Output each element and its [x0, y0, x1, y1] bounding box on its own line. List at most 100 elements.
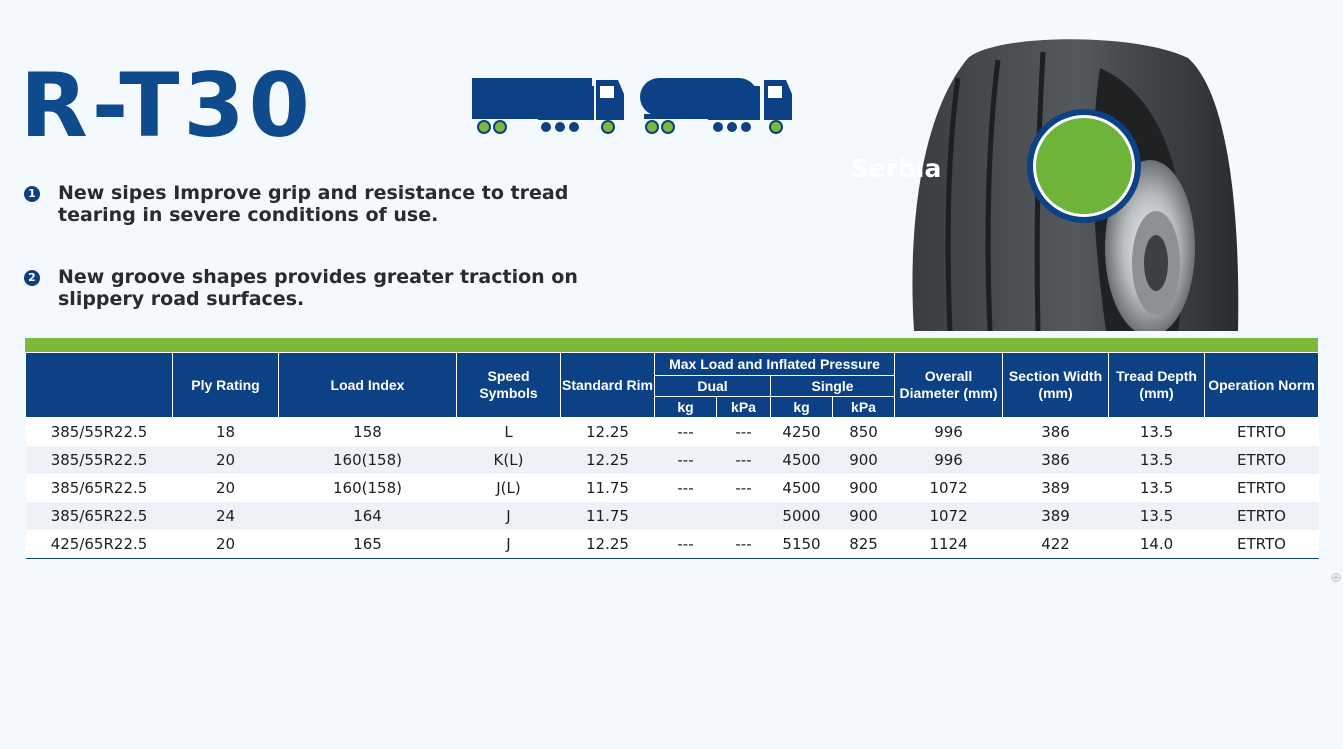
cell-single-kg: 4500: [770, 474, 833, 502]
cell-ply: 20: [172, 530, 279, 559]
cell-ply: 18: [172, 417, 279, 446]
cell-rim: 12.25: [560, 417, 655, 446]
cell-load-index: 158: [278, 417, 457, 446]
cell-norm: ETRTO: [1204, 530, 1319, 559]
col-load-index: Load Index: [278, 352, 457, 418]
col-size: [25, 352, 173, 418]
cell-speed: J: [456, 530, 561, 559]
col-tread-depth: Tread Depth (mm): [1108, 352, 1206, 418]
accent-bar: [25, 338, 1318, 352]
cell-dual-kpa: ---: [716, 474, 771, 502]
cell-norm: ETRTO: [1204, 502, 1319, 530]
cell-single-kpa: 825: [832, 530, 895, 559]
table-row: 425/65R22.5 20 165 J 12.25 --- --- 5150 …: [25, 530, 1319, 559]
cell-size: 385/65R22.5: [25, 474, 173, 502]
cell-dual-kpa: [716, 502, 771, 530]
cell-dual-kg: ---: [654, 474, 717, 502]
cell-load-index: 160(158): [278, 474, 457, 502]
cell-diameter: 1124: [894, 530, 1003, 559]
cell-width: 422: [1002, 530, 1109, 559]
cell-norm: ETRTO: [1204, 446, 1319, 474]
feature-item: 2 New groove shapes provides greater tra…: [22, 266, 602, 310]
table-row: 385/55R22.5 20 160(158) K(L) 12.25 --- -…: [25, 446, 1319, 474]
cell-size: 425/65R22.5: [25, 530, 173, 559]
cell-dual-kpa: ---: [716, 530, 771, 559]
origin-badge: Serbia: [850, 154, 942, 183]
cell-norm: ETRTO: [1204, 417, 1319, 446]
cell-size: 385/55R22.5: [25, 446, 173, 474]
cell-load-index: 165: [278, 530, 457, 559]
cell-dual-kg: ---: [654, 446, 717, 474]
cell-single-kpa: 850: [832, 417, 895, 446]
cell-ply: 24: [172, 502, 279, 530]
col-single: Single: [769, 375, 896, 397]
cell-single-kpa: 900: [832, 474, 895, 502]
feature-text: New sipes Improve grip and resistance to…: [58, 182, 569, 226]
cell-diameter: 1072: [894, 474, 1003, 502]
col-speed-symbols: Speed Symbols: [456, 352, 561, 418]
cell-dual-kpa: ---: [716, 446, 771, 474]
col-ply-rating: Ply Rating: [172, 352, 279, 418]
box-truck-trailer-icon: [472, 78, 624, 134]
col-overall-diameter: Overall Diameter (mm): [894, 352, 1004, 418]
col-single-kpa: kPa: [831, 396, 896, 418]
cell-dual-kpa: ---: [716, 417, 771, 446]
cell-rim: 11.75: [560, 474, 655, 502]
cell-width: 389: [1002, 502, 1109, 530]
cell-dual-kg: ---: [654, 417, 717, 446]
col-operation-norm: Operation Norm: [1204, 352, 1320, 418]
cell-width: 389: [1002, 474, 1109, 502]
cell-speed: J: [456, 502, 561, 530]
cell-width: 386: [1002, 417, 1109, 446]
cell-tread: 14.0: [1108, 530, 1205, 559]
col-standard-rim: Standard Rim: [560, 352, 655, 418]
feature-item: 1 New sipes Improve grip and resistance …: [22, 182, 602, 226]
cell-load-index: 164: [278, 502, 457, 530]
table-row: 385/55R22.5 18 158 L 12.25 --- --- 4250 …: [25, 417, 1319, 446]
cell-tread: 13.5: [1108, 474, 1205, 502]
cell-tread: 13.5: [1108, 417, 1205, 446]
col-section-width: Section Width (mm): [1002, 352, 1110, 418]
cell-single-kg: 5150: [770, 530, 833, 559]
col-dual: Dual: [654, 375, 771, 397]
tire-image: [912, 39, 1239, 331]
cell-diameter: 996: [894, 417, 1003, 446]
spec-table: Ply Rating Load Index Speed Symbols Stan…: [25, 352, 1320, 559]
cell-tread: 13.5: [1108, 446, 1205, 474]
cell-single-kg: 4250: [770, 417, 833, 446]
cell-rim: 11.75: [560, 502, 655, 530]
cell-rim: 12.25: [560, 530, 655, 559]
cell-speed: J(L): [456, 474, 561, 502]
cell-speed: K(L): [456, 446, 561, 474]
cell-dual-kg: [654, 502, 717, 530]
cell-diameter: 1072: [894, 502, 1003, 530]
cell-tread: 13.5: [1108, 502, 1205, 530]
cell-rim: 12.25: [560, 446, 655, 474]
cell-size: 385/55R22.5: [25, 417, 173, 446]
truck-icons: [472, 78, 792, 134]
cell-load-index: 160(158): [278, 446, 457, 474]
cell-ply: 20: [172, 474, 279, 502]
cell-ply: 20: [172, 446, 279, 474]
col-single-kg: kg: [770, 396, 833, 418]
feature-list: 1 New sipes Improve grip and resistance …: [22, 182, 602, 310]
table-row: 385/65R22.5 20 160(158) J(L) 11.75 --- -…: [25, 474, 1319, 502]
product-title: R-T30: [20, 54, 314, 157]
feature-number: 1: [24, 186, 40, 202]
cell-speed: L: [456, 417, 561, 446]
col-dual-kg: kg: [654, 396, 717, 418]
cell-norm: ETRTO: [1204, 474, 1319, 502]
feature-text: New groove shapes provides greater tract…: [58, 266, 578, 310]
cell-diameter: 996: [894, 446, 1003, 474]
table-row: 385/65R22.5 24 164 J 11.75 5000 900 1072…: [25, 502, 1319, 530]
cell-width: 386: [1002, 446, 1109, 474]
cell-single-kpa: 900: [832, 502, 895, 530]
cell-single-kg: 4500: [770, 446, 833, 474]
col-max-load: Max Load and Inflated Pressure: [653, 352, 896, 376]
col-dual-kpa: kPa: [716, 396, 771, 418]
crosshair-icon: ⊕: [1330, 570, 1342, 586]
cell-single-kpa: 900: [832, 446, 895, 474]
cell-single-kg: 5000: [770, 502, 833, 530]
feature-number: 2: [24, 270, 40, 286]
cell-dual-kg: ---: [654, 530, 717, 559]
